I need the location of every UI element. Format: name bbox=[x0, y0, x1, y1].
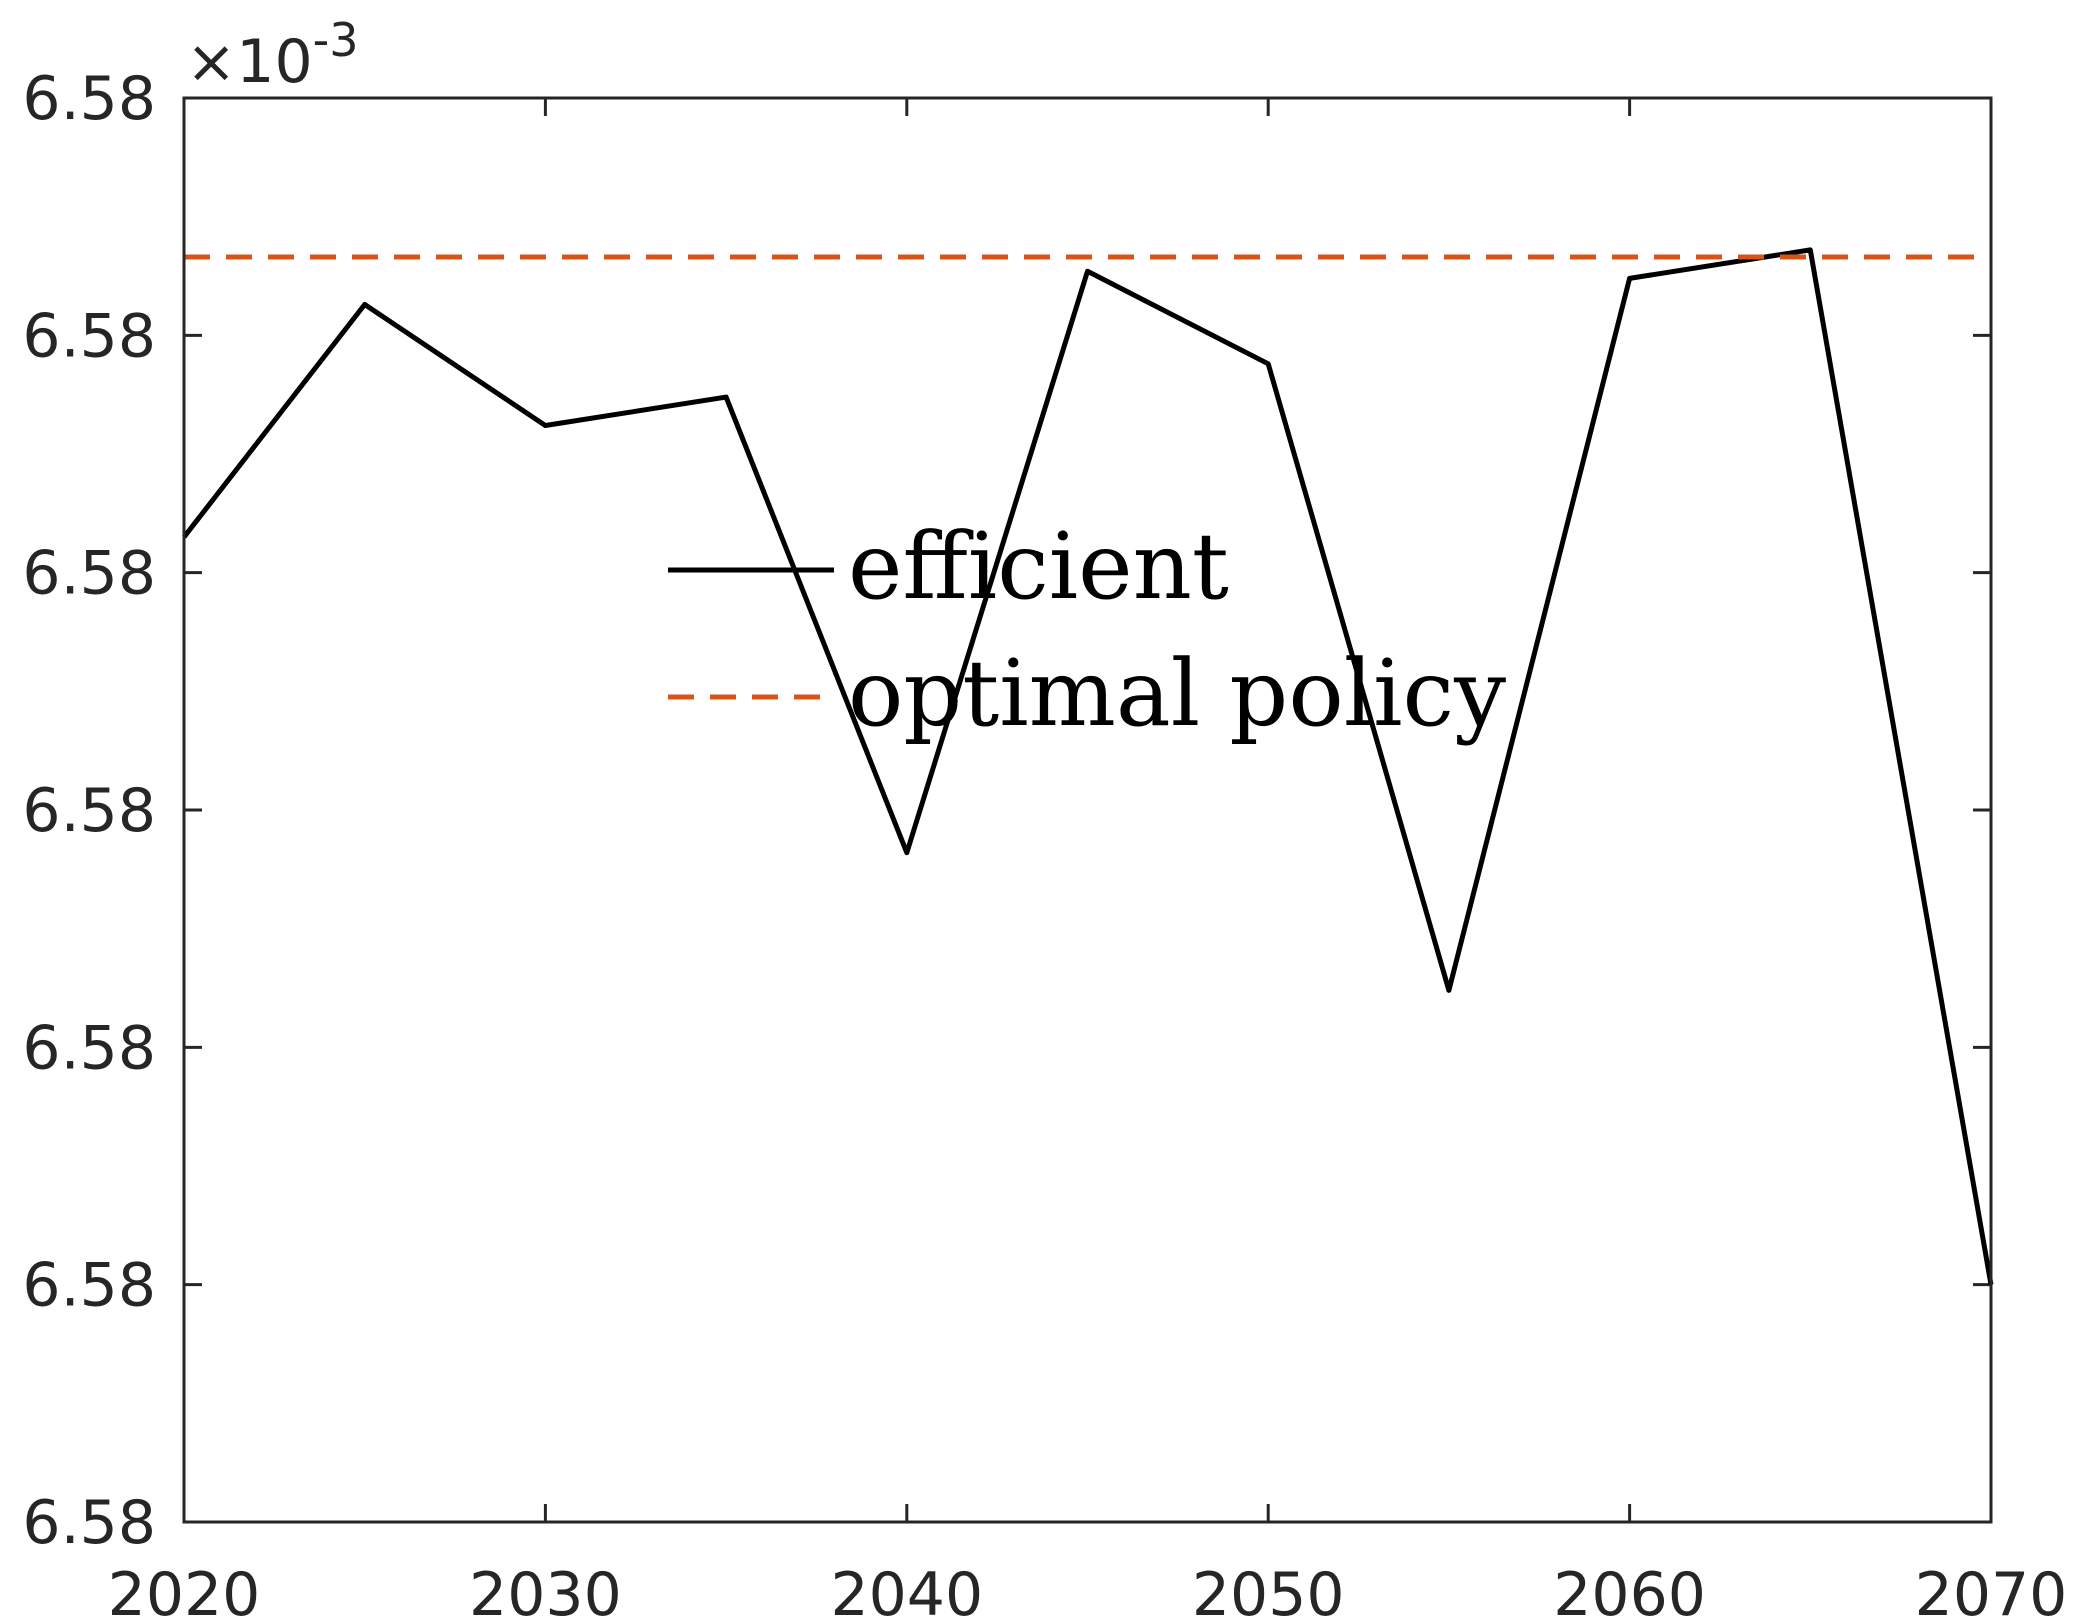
x-tick-labels: 2020 2030 2040 2050 2060 2070 bbox=[108, 1560, 2068, 1622]
plot-area-frame bbox=[182, 96, 1993, 1524]
y-tick-label: 6.58 bbox=[22, 1251, 156, 1321]
y-axis-exponent-label: ×10-3 bbox=[186, 13, 359, 97]
x-tick-label: 2020 bbox=[108, 1560, 261, 1622]
legend-label: optimal policy bbox=[848, 640, 1506, 747]
exponent-power: -3 bbox=[313, 13, 359, 67]
y-tick-label: 6.58 bbox=[22, 1488, 156, 1558]
x-tick-label: 2070 bbox=[1915, 1560, 2068, 1622]
x-tick-label: 2060 bbox=[1553, 1560, 1706, 1622]
y-tick-label: 6.58 bbox=[22, 776, 156, 846]
series-line-efficient bbox=[182, 247, 1994, 1286]
y-tick-labels: 6.58 6.58 6.58 6.58 6.58 6.58 6.58 bbox=[22, 64, 156, 1558]
series-lines bbox=[182, 247, 1994, 1286]
y-tick-label: 6.58 bbox=[22, 1013, 156, 1083]
legend: efficient optimal policy bbox=[668, 513, 1506, 747]
y-tick-label: 6.58 bbox=[22, 539, 156, 609]
y-tick-label: 6.58 bbox=[22, 64, 156, 134]
x-tick-label: 2040 bbox=[830, 1560, 983, 1622]
y-tick-label: 6.58 bbox=[22, 301, 156, 371]
x-tick-label: 2050 bbox=[1192, 1560, 1345, 1622]
legend-label: efficient bbox=[848, 513, 1229, 620]
axis-ticks bbox=[182, 96, 1993, 1524]
x-tick-label: 2030 bbox=[469, 1560, 622, 1622]
exponent-base: ×10 bbox=[186, 27, 313, 97]
